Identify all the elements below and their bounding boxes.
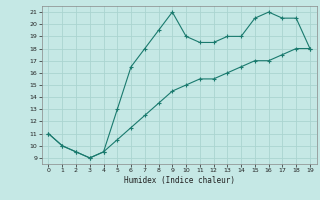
X-axis label: Humidex (Indice chaleur): Humidex (Indice chaleur)	[124, 176, 235, 185]
